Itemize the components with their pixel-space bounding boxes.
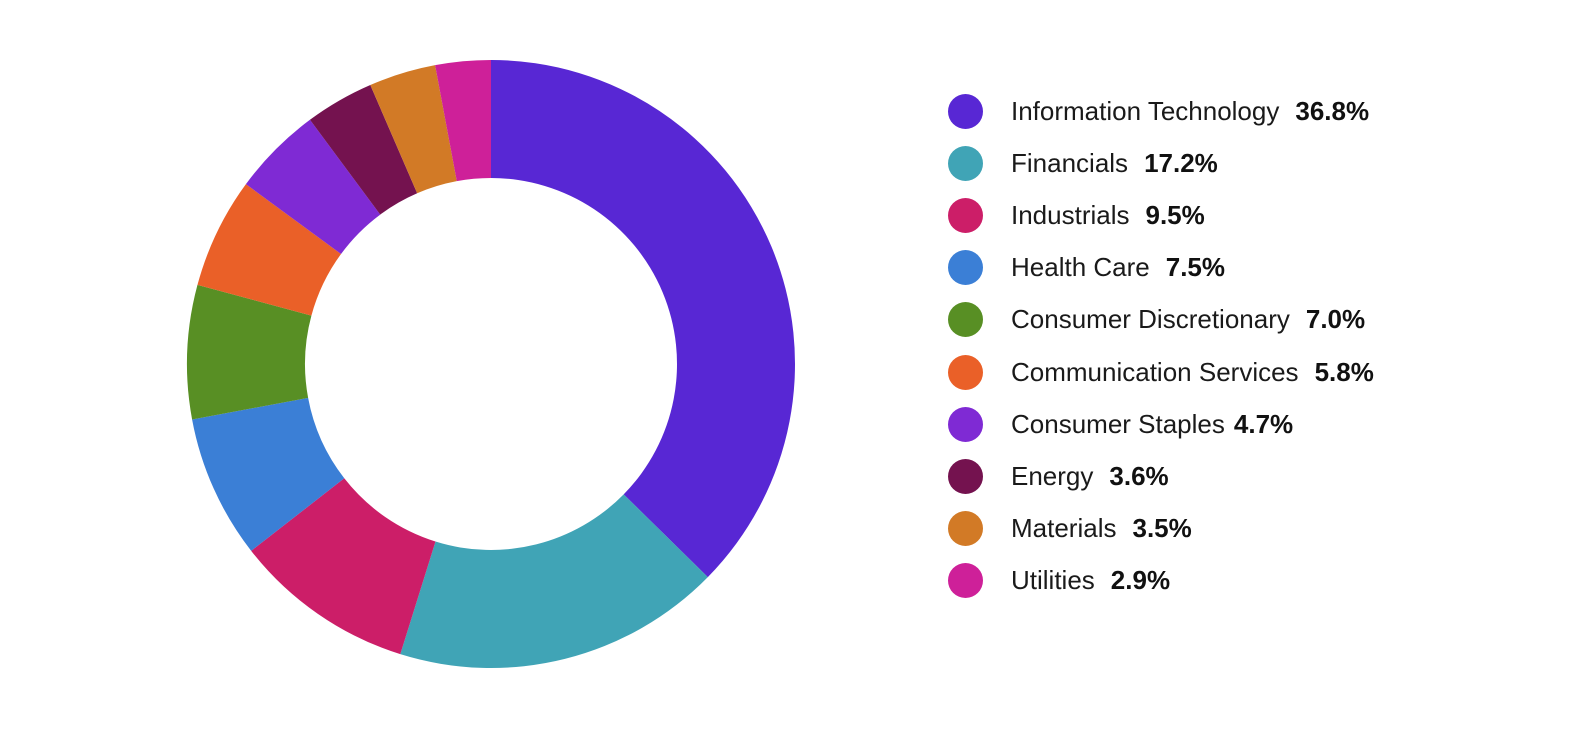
legend-label: Consumer Discretionary — [1011, 304, 1290, 335]
legend-item-consumer-discretionary[interactable]: Consumer Discretionary 7.0% — [948, 294, 1548, 346]
donut-slice-consumer-discretionary[interactable] — [187, 284, 312, 420]
legend-label: Information Technology — [1011, 95, 1280, 126]
legend-value: 36.8% — [1295, 95, 1370, 126]
legend-value: 2.9% — [1110, 565, 1171, 596]
legend-item-information-technology[interactable]: Information Technology 36.8% — [948, 85, 1548, 137]
donut-slice-energy[interactable] — [309, 84, 418, 215]
legend-item-utilities[interactable]: Utilities 2.9% — [948, 555, 1548, 607]
legend-value: 3.5% — [1132, 513, 1192, 544]
legend-label: Communication Services — [1011, 356, 1299, 387]
legend-swatch-icon — [948, 145, 983, 181]
legend-item-materials[interactable]: Materials 3.5% — [948, 503, 1548, 555]
chart-legend: Information Technology 36.8% Financials 17.… — [948, 85, 1548, 607]
legend-label: Energy — [1011, 460, 1094, 491]
legend-value: 17.2% — [1144, 147, 1218, 178]
legend-swatch-icon — [948, 197, 983, 233]
legend-value: 3.6% — [1109, 460, 1169, 491]
donut-slice-utilities[interactable] — [435, 60, 491, 182]
legend-swatch-icon — [948, 458, 983, 494]
legend-swatch-icon — [948, 250, 983, 286]
legend-label: Financials — [1011, 147, 1129, 178]
legend-label: Materials — [1011, 513, 1117, 544]
donut-slice-communication-services[interactable] — [197, 184, 342, 316]
donut-slice-health-care[interactable] — [192, 397, 345, 551]
donut-slice-industrials[interactable] — [251, 478, 436, 655]
legend-item-industrials[interactable]: Industrials 9.5% — [948, 189, 1548, 241]
legend-label: Utilities — [1011, 565, 1095, 596]
legend-item-communication-services[interactable]: Communication Services 5.8% — [948, 346, 1548, 398]
legend-item-energy[interactable]: Energy 3.6% — [948, 450, 1548, 502]
donut-slice-financials[interactable] — [400, 494, 708, 668]
legend-swatch-icon — [948, 563, 983, 599]
legend-value: 7.5% — [1165, 252, 1225, 283]
legend-value: 9.5% — [1145, 199, 1205, 230]
legend-swatch-icon — [948, 302, 983, 338]
legend-value: 5.8% — [1314, 356, 1374, 387]
donut-slice-materials[interactable] — [370, 65, 457, 194]
legend-item-health-care[interactable]: Health Care 7.5% — [948, 242, 1548, 294]
legend-value: 7.0% — [1305, 304, 1366, 335]
legend-label: Health Care — [1011, 252, 1150, 283]
legend-label: Consumer Staples — [1011, 408, 1225, 439]
legend-swatch-icon — [948, 93, 983, 129]
legend-label: Industrials — [1011, 199, 1130, 230]
legend-item-financials[interactable]: Financials 17.2% — [948, 137, 1548, 189]
legend-swatch-icon — [948, 511, 983, 547]
legend-value: 4.7% — [1233, 408, 1294, 439]
legend-swatch-icon — [948, 406, 983, 442]
legend-item-consumer-staples[interactable]: Consumer Staples 4.7% — [948, 398, 1548, 450]
donut-slice-information-technology[interactable] — [491, 60, 795, 578]
donut-slice-consumer-staples[interactable] — [245, 119, 381, 254]
legend-swatch-icon — [948, 354, 983, 390]
